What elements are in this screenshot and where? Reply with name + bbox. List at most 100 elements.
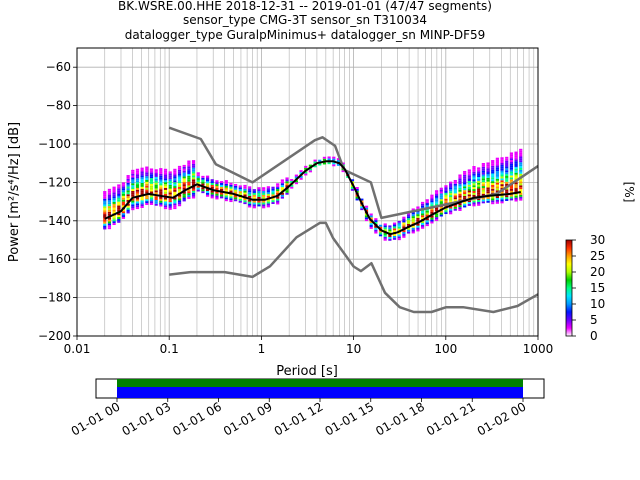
heatmap-cell (280, 181, 284, 184)
heatmap-cell (271, 194, 275, 197)
heatmap-cell (304, 167, 308, 170)
heatmap-cell (131, 200, 135, 203)
heatmap-cell (392, 228, 397, 231)
heatmap-cell (458, 207, 462, 210)
heatmap-cell (449, 183, 453, 186)
heatmap-cell (103, 212, 107, 215)
heatmap-cell (276, 192, 280, 195)
heatmap-cell (177, 190, 182, 193)
heatmap-cell (304, 173, 308, 176)
heatmap-cell (406, 222, 411, 224)
heatmap-cell (453, 185, 457, 188)
heatmap-cell (262, 191, 266, 193)
heatmap-cell (238, 185, 242, 188)
heatmap-cell (201, 181, 205, 184)
heatmap-cell (514, 163, 518, 166)
heatmap-cell (177, 204, 182, 207)
heatmap-cell (472, 171, 476, 174)
heatmap-cell (509, 190, 514, 193)
heatmap-cell (481, 182, 485, 185)
heatmap-cell (271, 186, 275, 189)
heatmap-cell (374, 225, 378, 228)
heatmap-cell (285, 183, 289, 186)
heatmap-cell (173, 201, 177, 204)
x-tick-label: 0.01 (64, 342, 91, 356)
heatmap-cell (509, 185, 514, 187)
heatmap-cell (500, 201, 504, 204)
heatmap-cell (472, 187, 476, 190)
heatmap-cell (406, 223, 411, 226)
heatmap-cell (224, 187, 228, 190)
heatmap-cell (472, 169, 476, 172)
heatmap-cell (355, 188, 359, 191)
heatmap-cell (327, 158, 331, 161)
heatmap-cell (477, 186, 481, 189)
heatmap-cell (145, 176, 149, 179)
heatmap-cell (378, 224, 383, 227)
heatmap-cell (163, 182, 168, 185)
heatmap-cell (131, 206, 135, 209)
heatmap-cell (177, 185, 182, 188)
heatmap-cell (481, 164, 485, 167)
heatmap-cell (220, 186, 224, 189)
heatmap-cell (187, 170, 191, 173)
heatmap-cell (276, 185, 280, 188)
heatmap-cell (238, 198, 242, 201)
heatmap-cell (103, 223, 107, 226)
heatmap-cell (285, 181, 289, 184)
heatmap-cell (163, 193, 168, 196)
heatmap-cell (444, 189, 448, 191)
heatmap-cell (257, 192, 261, 195)
heatmap-cell (168, 173, 172, 176)
heatmap-cell (472, 185, 476, 188)
heatmap-cell (509, 154, 514, 157)
heatmap-cell (135, 180, 140, 183)
heatmap-cell (505, 177, 509, 180)
heatmap-cell (505, 191, 509, 194)
heatmap-cell (154, 171, 158, 174)
heatmap-cell (145, 183, 149, 186)
heatmap-cell (168, 184, 172, 187)
heatmap-cell (121, 209, 126, 212)
heatmap-cell (266, 203, 270, 206)
heatmap-cell (435, 203, 439, 206)
heatmap-cell (107, 223, 112, 226)
heatmap-cell (491, 163, 495, 166)
heatmap-cell (210, 194, 214, 197)
heatmap-cell (467, 202, 471, 204)
heatmap-cell (103, 198, 107, 201)
heatmap-cell (126, 205, 130, 208)
heatmap-cell (449, 198, 453, 201)
colorbar: 0 5 10 15 20 25 30 [%] (565, 182, 636, 343)
heatmap-cell (420, 226, 425, 229)
heatmap-cell (117, 184, 121, 187)
heatmap-cell (290, 179, 294, 181)
x-tick-label: 100 (434, 342, 457, 356)
heatmap-cell (266, 190, 270, 192)
heatmap-cell (107, 227, 112, 230)
heatmap-cell (112, 209, 116, 212)
heatmap-cell (420, 223, 425, 225)
heatmap-cell (500, 182, 504, 185)
heatmap-cell (495, 171, 499, 174)
heatmap-cell (463, 190, 467, 193)
heatmap-cell (224, 195, 228, 198)
heatmap-cell (140, 204, 144, 207)
heatmap-cell (402, 222, 406, 225)
heatmap-cell (126, 207, 130, 210)
heatmap-cell (514, 151, 518, 154)
heatmap-cell (514, 161, 518, 164)
heatmap-cell (210, 181, 214, 184)
heatmap-cell (140, 181, 144, 184)
heatmap-cell (140, 186, 144, 189)
heatmap-cell (168, 198, 172, 201)
heatmap-cell (509, 160, 514, 163)
heatmap-cell (392, 235, 397, 238)
heatmap-cell (159, 204, 163, 207)
heatmap-cell (210, 179, 214, 182)
heatmap-cell (406, 227, 411, 230)
heatmap-cell (262, 196, 266, 199)
heatmap-cell (383, 238, 387, 241)
heatmap-cell (444, 200, 448, 203)
heatmap-cell (103, 210, 107, 213)
